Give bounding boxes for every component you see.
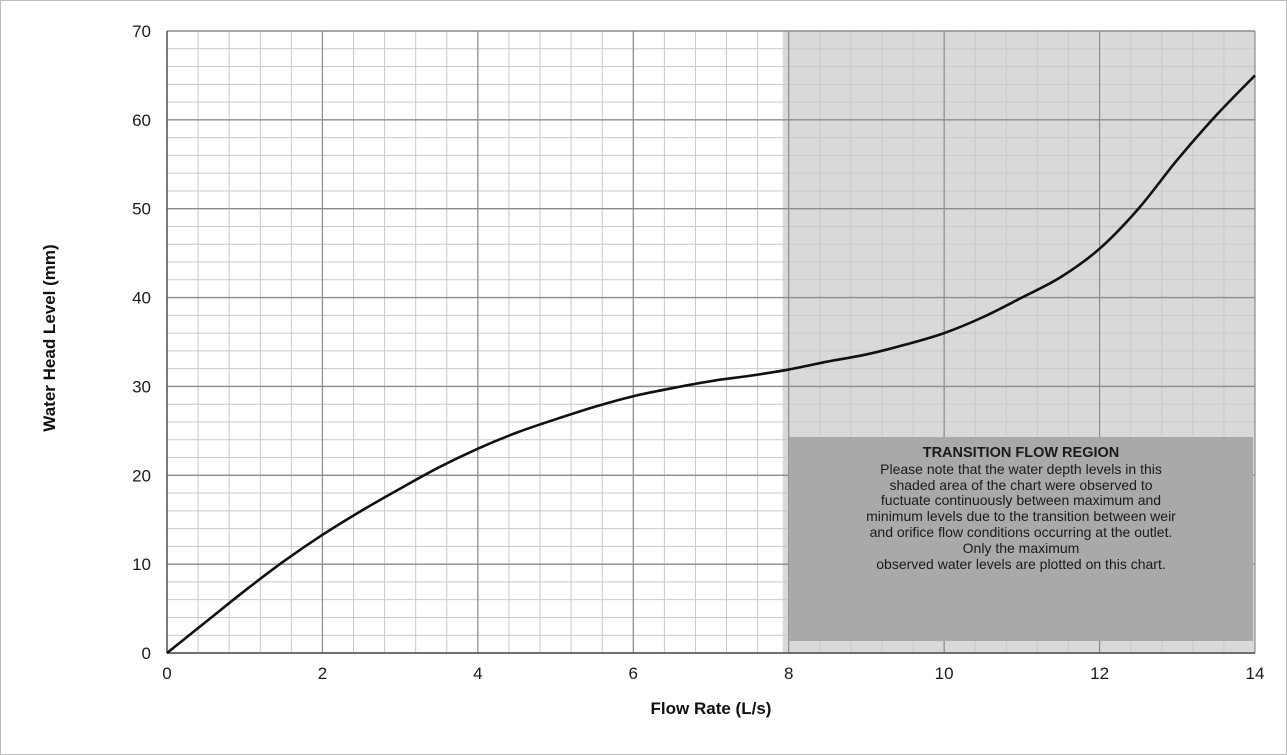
note-line: Only the maximum <box>962 539 1080 556</box>
x-tick-label: 2 <box>318 664 327 683</box>
y-tick-label: 70 <box>132 22 151 41</box>
x-tick-label: 10 <box>935 664 954 683</box>
note-line: and orifice flow conditions occurring at… <box>869 523 1173 540</box>
y-tick-label: 60 <box>132 111 151 130</box>
note-line: Please note that the water depth levels … <box>880 460 1162 477</box>
x-tick-label: 8 <box>784 664 793 683</box>
x-tick-label: 14 <box>1246 664 1265 683</box>
note-title: TRANSITION FLOW REGION <box>922 445 1120 461</box>
y-tick-label: 10 <box>132 555 151 574</box>
x-tick-label: 4 <box>473 664 482 683</box>
transition-flow-note: TRANSITION FLOW REGION Please note that … <box>789 437 1253 641</box>
series-line <box>166 74 1256 655</box>
note-line: minimum levels due to the transition bet… <box>866 508 1176 525</box>
y-tick-label: 0 <box>142 644 151 663</box>
note-line: observed water levels are plotted on thi… <box>876 555 1166 572</box>
y-tick-label: 50 <box>132 200 151 219</box>
x-tick-label: 6 <box>629 664 638 683</box>
note-line: fuctuate continuously between maximum an… <box>880 492 1162 509</box>
y-tick-label: 40 <box>132 289 151 308</box>
y-tick-label: 30 <box>132 377 151 396</box>
y-tick-label: 20 <box>132 466 151 485</box>
y-axis-title: Water Head Level (mm) <box>40 244 59 431</box>
x-axis-title: Flow Rate (L/s) <box>651 699 772 718</box>
x-tick-label: 0 <box>162 664 171 683</box>
x-tick-label: 12 <box>1090 664 1109 683</box>
note-line: shaded area of the chart were observed t… <box>889 476 1153 493</box>
